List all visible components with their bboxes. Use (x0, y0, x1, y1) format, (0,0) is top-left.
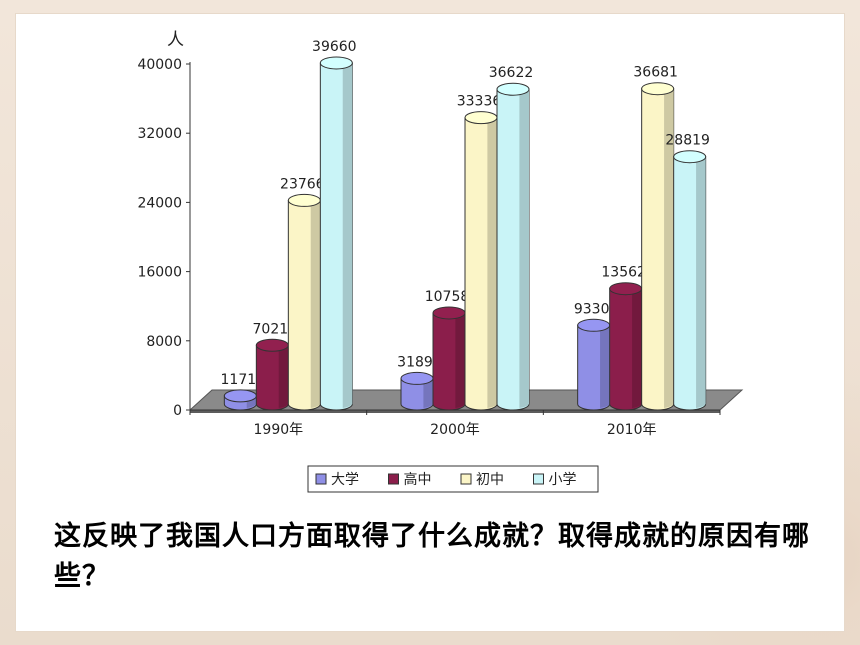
legend-swatch (460, 473, 472, 485)
legend-label: 小学 (549, 472, 577, 488)
data-label: 36681 (633, 65, 678, 81)
bar-top (496, 82, 530, 96)
bar-top (432, 306, 466, 320)
legend-label: 大学 (331, 472, 359, 488)
data-label: 10758 (425, 289, 470, 305)
bar-shade (455, 312, 465, 408)
data-label: 3189 (397, 354, 433, 370)
bar-top (609, 282, 643, 296)
bar-top (464, 111, 498, 125)
bar-shade (487, 117, 497, 408)
question-text: 这反映了我国人口方面取得了什么成就？取得成就的原因有哪些？ (54, 521, 810, 592)
data-label: 7021 (253, 321, 289, 337)
x-category-label: 2000年 (430, 422, 480, 438)
y-tick-label: 8000 (146, 334, 182, 350)
slide: 0 8000 16000 24000 32000 40000 人 1990年 2000年 2010… (16, 14, 844, 631)
legend-box (307, 465, 599, 493)
legend-swatch (533, 473, 544, 485)
bar-shade (278, 345, 289, 408)
chart-floor-front (190, 410, 720, 413)
bar-shade (342, 62, 353, 408)
y-axis-unit: 人 (167, 30, 184, 50)
y-tick-label: 0 (173, 403, 182, 419)
bar-top (319, 56, 353, 70)
bar-shade (696, 156, 706, 408)
legend-swatch (315, 473, 327, 485)
bar-top (400, 371, 434, 385)
y-tick-label: 40000 (137, 57, 182, 73)
data-label: 28819 (665, 133, 710, 149)
bar-shade (310, 200, 321, 408)
legend-swatch (388, 473, 399, 485)
x-category-label: 1990年 (254, 422, 304, 438)
bar-shade (600, 325, 610, 408)
y-tick-label: 32000 (137, 126, 182, 142)
data-label: 39660 (312, 39, 357, 55)
y-tick-label: 24000 (137, 195, 182, 211)
bar-shade (664, 88, 674, 408)
bar-top (255, 338, 289, 352)
bar-top (287, 193, 321, 207)
bar-chart: 0 8000 16000 24000 32000 40000 人 1990年 2000年 2010… (137, 30, 744, 493)
data-label: 23766 (280, 176, 325, 192)
x-category-label: 2010年 (607, 422, 657, 438)
bar-shade (519, 89, 529, 409)
bar-top (223, 389, 257, 403)
data-label: 9330 (574, 301, 610, 317)
bar-top (673, 150, 707, 164)
bar-shade (632, 288, 642, 408)
data-label: 33336 (457, 94, 502, 110)
bar-top (641, 82, 675, 96)
bar-shade (423, 378, 433, 408)
legend-label: 高中 (404, 471, 432, 488)
data-label: 36622 (489, 65, 534, 81)
data-label: 1171 (221, 372, 257, 388)
legend-label: 初中 (476, 471, 504, 488)
data-label: 13562 (601, 265, 646, 281)
bar-top (577, 318, 611, 332)
y-tick-label: 16000 (137, 265, 182, 281)
